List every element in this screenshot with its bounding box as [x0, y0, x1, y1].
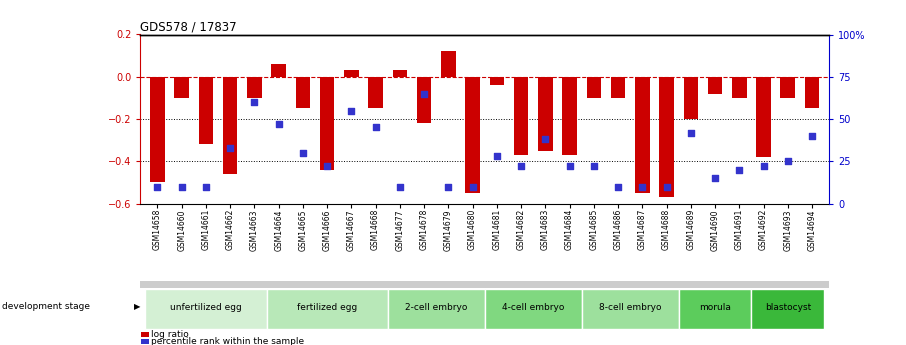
Bar — [198, 77, 213, 145]
Point — [635, 184, 650, 189]
Bar — [392, 70, 407, 77]
Bar — [660, 77, 674, 197]
Point — [732, 167, 747, 172]
Bar — [586, 77, 601, 98]
Bar — [247, 77, 262, 98]
Bar — [683, 77, 698, 119]
Text: ▶: ▶ — [134, 302, 140, 311]
Bar — [174, 77, 189, 98]
Point — [708, 175, 722, 181]
Bar — [140, 282, 829, 288]
Point — [514, 164, 528, 169]
Bar — [320, 77, 334, 170]
Point — [683, 130, 698, 135]
Point — [757, 164, 771, 169]
Point — [538, 137, 553, 142]
Bar — [635, 77, 650, 193]
Point — [295, 150, 310, 156]
Text: log ratio: log ratio — [151, 330, 189, 339]
Point — [344, 108, 359, 113]
Point — [660, 184, 674, 189]
Bar — [805, 77, 819, 108]
Point — [586, 164, 601, 169]
Point — [489, 154, 504, 159]
Text: fertilized egg: fertilized egg — [297, 303, 357, 312]
Bar — [751, 288, 824, 329]
Bar — [369, 77, 383, 108]
Point — [441, 184, 456, 189]
Bar — [732, 77, 747, 98]
Bar — [272, 64, 286, 77]
Bar — [514, 77, 528, 155]
Bar — [145, 288, 266, 329]
Bar — [295, 77, 310, 108]
Text: 4-cell embryo: 4-cell embryo — [502, 303, 564, 312]
Bar — [757, 77, 771, 157]
Bar — [582, 288, 679, 329]
Text: GDS578 / 17837: GDS578 / 17837 — [140, 20, 237, 33]
Bar — [417, 77, 431, 123]
Bar — [266, 288, 388, 329]
Text: 2-cell embryo: 2-cell embryo — [405, 303, 467, 312]
Bar — [611, 77, 625, 98]
Bar — [223, 77, 237, 174]
Point — [805, 133, 819, 139]
Bar — [679, 288, 751, 329]
Bar — [388, 288, 485, 329]
Point — [320, 164, 334, 169]
Point — [611, 184, 625, 189]
Point — [247, 99, 262, 105]
Point — [417, 91, 431, 97]
Bar — [441, 51, 456, 77]
Text: blastocyst: blastocyst — [765, 303, 811, 312]
Bar — [780, 77, 795, 98]
Text: development stage: development stage — [2, 302, 90, 311]
Point — [198, 184, 213, 189]
Bar — [344, 70, 359, 77]
Bar — [708, 77, 722, 94]
Point — [392, 184, 407, 189]
Bar — [563, 77, 577, 155]
Point — [563, 164, 577, 169]
Bar — [150, 77, 165, 183]
Bar — [466, 77, 480, 193]
Point — [781, 159, 795, 164]
Point — [369, 125, 383, 130]
Text: 8-cell embryo: 8-cell embryo — [599, 303, 661, 312]
Text: morula: morula — [699, 303, 731, 312]
Point — [272, 121, 286, 127]
Point — [150, 184, 165, 189]
Point — [174, 184, 188, 189]
Bar — [538, 77, 553, 151]
Text: percentile rank within the sample: percentile rank within the sample — [151, 337, 304, 345]
Bar — [489, 77, 504, 85]
Point — [466, 184, 480, 189]
Bar — [485, 288, 582, 329]
Text: unfertilized egg: unfertilized egg — [170, 303, 242, 312]
Point — [223, 145, 237, 150]
